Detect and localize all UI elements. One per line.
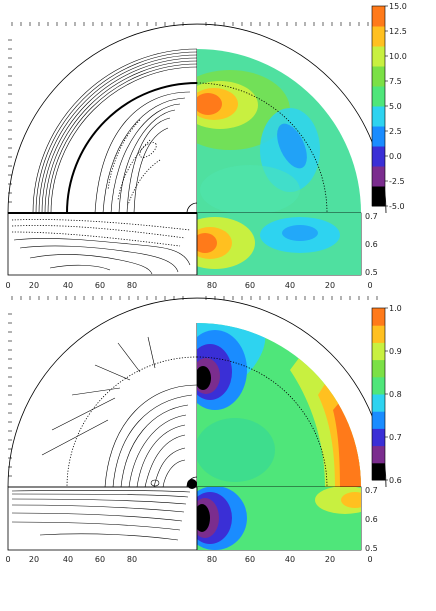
top-right-axis: 0.7 0.6 0.5 <box>365 212 378 277</box>
bottom-axis-tick-label: 40 <box>285 281 295 290</box>
colorbar-swatch <box>372 166 385 187</box>
bottom-axis-tick-label: 0 <box>5 555 10 564</box>
bottom-strip-heatmap <box>197 487 361 550</box>
colorbar-swatch <box>372 325 385 343</box>
bottom-axis-tick-label: 40 <box>63 281 73 290</box>
bottom-axis-tick-label: 60 <box>245 555 255 564</box>
bottom-axis-tick-label: 20 <box>29 555 39 564</box>
colorbar-tick-label: 1.0 <box>389 304 402 313</box>
colorbar-swatch <box>372 308 385 326</box>
colorbar-swatch <box>372 445 385 464</box>
top-bottom-axis: 0 20 40 60 80 80 60 40 20 0 <box>5 281 372 290</box>
top-strip-left-contours <box>11 219 191 275</box>
colorbar-tick-label: 0.7 <box>389 433 402 442</box>
top-left-contours <box>8 48 208 275</box>
bottom-axis-tick-label: 60 <box>245 281 255 290</box>
colorbar-tick-label: 0.0 <box>389 152 402 161</box>
bottom-frame-ticks <box>8 296 378 477</box>
bottom-axis-tick-label: 40 <box>63 555 73 564</box>
right-axis-tick-label: 0.7 <box>365 486 378 495</box>
colorbar-tick-label: 15.0 <box>389 2 407 11</box>
bottom-axis-tick-label: 40 <box>285 555 295 564</box>
bottom-strip-left-contours <box>11 490 191 541</box>
colorbar-swatch <box>372 342 385 361</box>
bottom-axis-tick-label: 20 <box>29 281 39 290</box>
colorbar-swatch <box>372 186 385 207</box>
top-outer-arc <box>7 23 387 214</box>
bottom-colorbar: 1.0 0.9 0.8 0.7 0.6 <box>371 304 402 485</box>
bottom-axis-tick-label: 80 <box>127 555 137 564</box>
colorbar-swatch <box>372 26 385 47</box>
bottom-axis-tick-label: 0 <box>5 281 10 290</box>
colorbar-tick-label: 0.6 <box>389 476 402 485</box>
colorbar-swatch <box>372 146 385 167</box>
colorbar-swatch <box>372 376 385 395</box>
colorbar-swatch <box>372 462 385 481</box>
bottom-axis-tick-label: 60 <box>95 281 105 290</box>
colorbar-swatch <box>372 411 385 429</box>
bottom-bottom-axis: 0 20 40 60 80 80 60 40 20 0 <box>5 555 372 564</box>
colorbar-tick-label: -5.0 <box>389 202 405 211</box>
colorbar-swatch <box>372 66 385 87</box>
colorbar-tick-label: 0.8 <box>389 390 402 399</box>
right-axis-tick-label: 0.5 <box>365 268 378 277</box>
right-axis-tick-label: 0.6 <box>365 515 378 524</box>
bottom-axis-tick-label: 80 <box>207 555 217 564</box>
colorbar-tick-label: 0.9 <box>389 347 402 356</box>
bottom-axis-tick-label: 20 <box>325 555 335 564</box>
colorbar-tick-label: 7.5 <box>389 77 402 86</box>
colorbar-swatch <box>372 428 385 447</box>
right-axis-tick-label: 0.5 <box>365 544 378 553</box>
bottom-left-fieldlines <box>8 323 208 550</box>
colorbar-tick-label: 10.0 <box>389 52 407 61</box>
bottom-right-axis: 0.7 0.6 0.5 <box>365 486 378 553</box>
bottom-axis-tick-label: 0 <box>367 555 372 564</box>
bottom-axis-tick-label: 80 <box>207 281 217 290</box>
bottom-axis-tick-label: 0 <box>367 281 372 290</box>
top-figure: 15.012.510.07.55.02.50.0-2.5-5.0 0.70.60… <box>5 2 406 290</box>
bottom-axis-tick-label: 60 <box>95 555 105 564</box>
colorbar-swatch <box>372 86 385 107</box>
colorbar-swatch <box>372 106 385 127</box>
bottom-figure: 1.0 0.9 0.8 0.7 0.6 0.7 0.6 0.5 0 20 40 60 80 80 60 4… <box>5 296 402 564</box>
bottom-outer-arc <box>7 297 387 488</box>
top-right-heatmap <box>197 49 361 213</box>
colorbar-tick-label: 2.5 <box>389 127 402 136</box>
bottom-axis-tick-label: 80 <box>127 281 137 290</box>
top-strip-heatmap <box>197 213 361 275</box>
colorbar-swatch <box>372 126 385 147</box>
right-axis-tick-label: 0.6 <box>365 240 378 249</box>
top-frame-ticks <box>8 22 378 203</box>
colorbar-swatch <box>372 394 385 412</box>
bottom-axis-tick-label: 20 <box>325 281 335 290</box>
colorbar-tick-label: 12.5 <box>389 27 407 36</box>
colorbar-swatch <box>372 46 385 67</box>
right-axis-tick-label: 0.7 <box>365 212 378 221</box>
top-colorbar: 15.0 12.5 10.0 7.5 5.0 2.5 0.0 -2.5 -5.0 <box>371 2 407 211</box>
bottom-right-heatmap <box>197 323 361 487</box>
colorbar-tick-label: 5.0 <box>389 102 402 111</box>
colorbar-swatch <box>372 359 385 378</box>
colorbar-swatch <box>372 6 385 27</box>
colorbar-tick-label: -2.5 <box>389 177 405 186</box>
